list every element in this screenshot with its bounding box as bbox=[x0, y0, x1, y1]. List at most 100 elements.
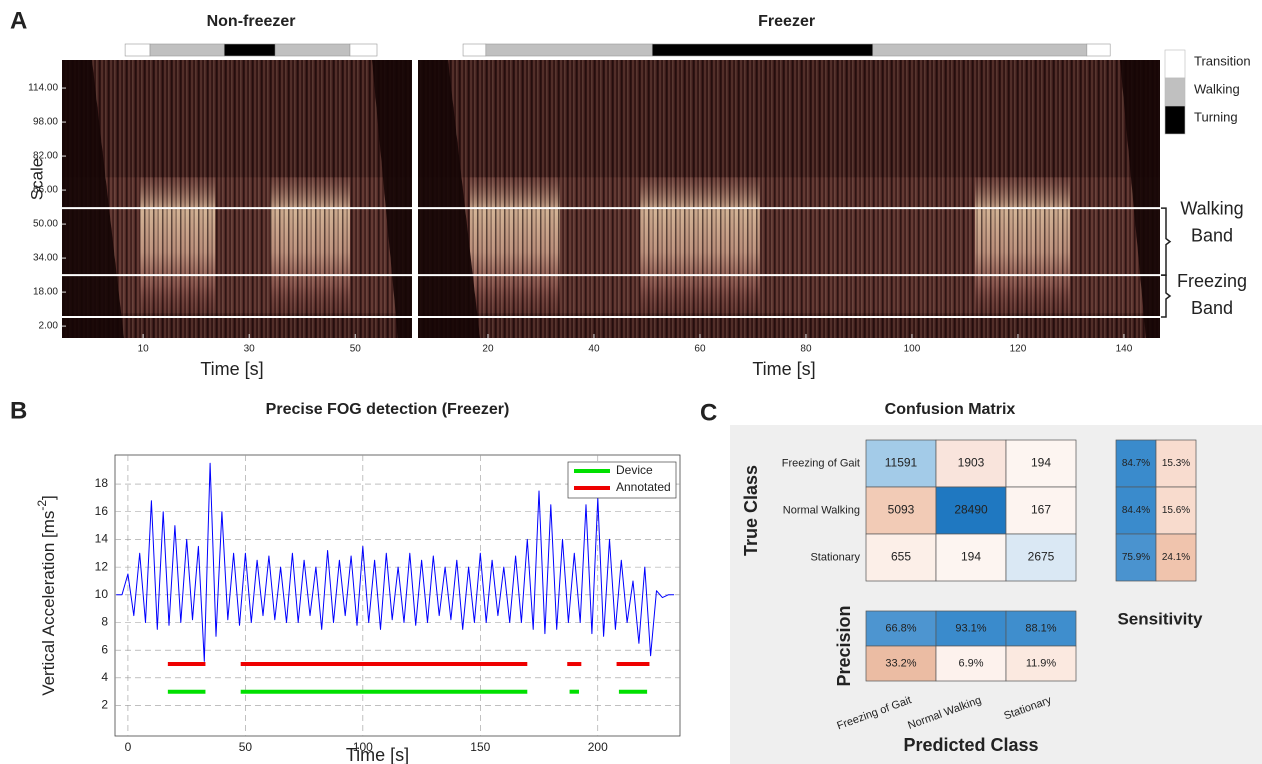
legend-label: Transition bbox=[1194, 53, 1251, 68]
chart-title: Confusion Matrix bbox=[885, 401, 1016, 418]
matrix-cell-label: 1903 bbox=[958, 456, 985, 470]
band-label-line: Band bbox=[1191, 298, 1233, 318]
sensitivity-cell-label: 75.9% bbox=[1122, 552, 1150, 563]
activity-segment bbox=[275, 44, 350, 56]
x-axis-label: Time [s] bbox=[200, 359, 263, 379]
x-tick-label: 20 bbox=[482, 344, 494, 355]
x-tick-label: 200 bbox=[588, 740, 608, 754]
y-tick-label: 16 bbox=[95, 504, 109, 518]
legend-label: Device bbox=[616, 463, 653, 477]
y-axis-label: Vertical Acceleration [ms-2] bbox=[35, 495, 58, 696]
matrix-cell-label: 194 bbox=[961, 550, 981, 564]
activity-segment bbox=[150, 44, 224, 56]
heatmap-title: Non-freezer bbox=[207, 13, 296, 30]
matrix-cell-label: 5093 bbox=[888, 503, 915, 517]
x-tick-label: 150 bbox=[470, 740, 490, 754]
legend-swatch bbox=[1165, 106, 1185, 134]
heatmap-texture bbox=[418, 60, 1160, 338]
y-tick-label: 12 bbox=[95, 559, 109, 573]
row-axis-label: True Class bbox=[741, 465, 761, 556]
band-brace bbox=[1161, 208, 1170, 275]
x-tick-label: 100 bbox=[904, 344, 921, 355]
activity-segment bbox=[1087, 44, 1110, 56]
legend-label: Walking bbox=[1194, 81, 1240, 96]
band-label: Walking Band bbox=[1180, 198, 1243, 245]
y-axis-label-text: Vertical Acceleration [ms bbox=[39, 511, 58, 696]
y-tick-label: 8 bbox=[101, 615, 108, 629]
precision-cell-label: 93.1% bbox=[955, 622, 986, 634]
legend-label: Turning bbox=[1194, 109, 1238, 124]
precision-cell-label: 88.1% bbox=[1025, 622, 1056, 634]
activity-segment bbox=[224, 44, 275, 56]
sensitivity-cell-label: 84.7% bbox=[1122, 458, 1150, 469]
matrix-cell-label: 194 bbox=[1031, 456, 1051, 470]
precision-label: Precision bbox=[834, 605, 854, 686]
panel-letter: B bbox=[10, 397, 27, 424]
y-tick-label: 50.00 bbox=[33, 219, 58, 230]
x-tick-label: 50 bbox=[239, 740, 253, 754]
y-tick-label: 114.00 bbox=[28, 83, 58, 94]
x-tick-label: 120 bbox=[1010, 344, 1027, 355]
activity-segment bbox=[125, 44, 150, 56]
y-tick-label: 6 bbox=[101, 642, 108, 656]
x-tick-label: 140 bbox=[1116, 344, 1133, 355]
row-label: Freezing of Gait bbox=[782, 457, 860, 469]
chart-title: Precise FOG detection (Freezer) bbox=[266, 401, 510, 418]
activity-segment bbox=[873, 44, 1087, 56]
y-tick-label: 14 bbox=[95, 532, 109, 546]
legend-swatch bbox=[1165, 50, 1185, 78]
activity-segment bbox=[350, 44, 377, 56]
row-label: Stationary bbox=[810, 551, 860, 563]
sensitivity-label: Sensitivity bbox=[1117, 609, 1203, 628]
matrix-cell-label: 11591 bbox=[885, 456, 918, 470]
precision-cell-label: 6.9% bbox=[958, 657, 983, 669]
y-tick-label: 2 bbox=[101, 698, 108, 712]
sensitivity-cell-label: 84.4% bbox=[1122, 505, 1150, 516]
panel-letter: A bbox=[10, 7, 27, 34]
legend-swatch bbox=[1165, 78, 1185, 106]
matrix-cell-label: 167 bbox=[1031, 503, 1051, 517]
activity-segment bbox=[652, 44, 872, 56]
sensitivity-cell-label: 15.3% bbox=[1162, 458, 1190, 469]
panel-letter: C bbox=[700, 399, 717, 426]
precision-cell-label: 11.9% bbox=[1026, 657, 1057, 669]
sensitivity-cell-label: 24.1% bbox=[1162, 552, 1190, 563]
x-tick-label: 80 bbox=[800, 344, 812, 355]
x-axis-label: Time [s] bbox=[346, 745, 409, 764]
column-axis-label: Predicted Class bbox=[903, 735, 1038, 755]
y-tick-label: 4 bbox=[101, 670, 108, 684]
band-label-line: Freezing bbox=[1177, 271, 1247, 291]
band-label: Freezing Band bbox=[1177, 271, 1247, 318]
activity-segment bbox=[463, 44, 486, 56]
y-tick-label: 98.00 bbox=[33, 117, 58, 128]
activity-segment bbox=[486, 44, 652, 56]
x-tick-label: 0 bbox=[125, 740, 132, 754]
heatmap-title: Freezer bbox=[758, 13, 815, 30]
x-tick-label: 10 bbox=[138, 344, 150, 355]
sensitivity-cell-label: 15.6% bbox=[1162, 505, 1190, 516]
y-tick-label: 10 bbox=[95, 587, 109, 601]
y-tick-label: 2.00 bbox=[39, 321, 59, 332]
x-tick-label: 30 bbox=[244, 344, 256, 355]
y-tick-label: 18.00 bbox=[33, 287, 58, 298]
band-brace bbox=[1161, 275, 1170, 317]
x-axis-label: Time [s] bbox=[752, 359, 815, 379]
band-label-line: Band bbox=[1191, 225, 1233, 245]
precision-cell-label: 33.2% bbox=[885, 657, 916, 669]
matrix-cell-label: 2675 bbox=[1028, 550, 1055, 564]
y-axis-label-suffix: ] bbox=[39, 495, 58, 500]
precision-cell-label: 66.8% bbox=[885, 622, 916, 634]
y-tick-label: 18 bbox=[95, 476, 109, 490]
y-axis-label: Scale bbox=[27, 158, 46, 201]
matrix-cell-label: 655 bbox=[891, 550, 911, 564]
legend-label: Annotated bbox=[616, 480, 671, 494]
y-tick-label: 34.00 bbox=[33, 253, 58, 264]
x-tick-label: 60 bbox=[694, 344, 706, 355]
y-axis-label-sup: -2 bbox=[35, 500, 49, 511]
x-tick-label: 50 bbox=[350, 344, 362, 355]
x-tick-label: 40 bbox=[588, 344, 600, 355]
row-label: Normal Walking bbox=[783, 504, 860, 516]
band-label-line: Walking bbox=[1180, 198, 1243, 218]
matrix-cell-label: 28490 bbox=[954, 503, 988, 517]
